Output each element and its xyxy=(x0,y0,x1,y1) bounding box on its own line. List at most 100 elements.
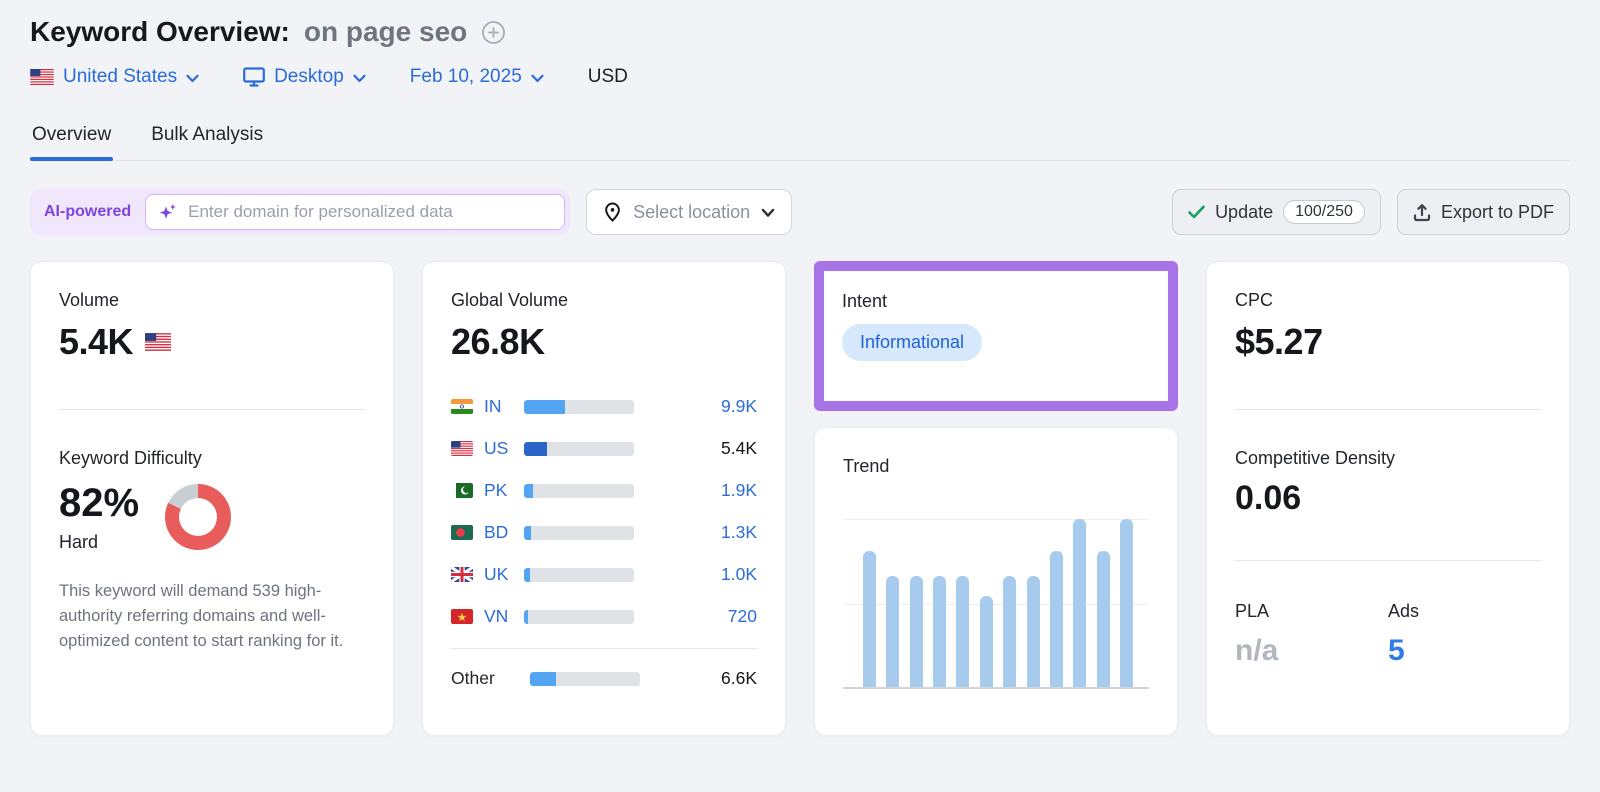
vn-flag-icon xyxy=(451,609,473,624)
country-row-uk: UK 1.0K xyxy=(451,561,757,588)
intent-badge[interactable]: Informational xyxy=(842,324,983,361)
add-keyword-icon[interactable] xyxy=(481,20,506,45)
chevron-down-icon xyxy=(531,74,544,83)
competitive-density-value: 0.06 xyxy=(1235,479,1302,517)
sparkles-icon xyxy=(158,202,178,222)
toolbar: AI-powered Select location xyxy=(30,189,1570,235)
ads-block: Ads 5 xyxy=(1388,601,1541,668)
tab-bulk-analysis[interactable]: Bulk Analysis xyxy=(151,124,264,145)
country-row-in: IN 9.9K xyxy=(451,393,757,420)
chevron-down-icon xyxy=(761,208,775,218)
volume-bar xyxy=(530,671,557,686)
update-button[interactable]: Update 100/250 xyxy=(1172,189,1381,235)
country-code-link[interactable]: BD xyxy=(484,522,509,542)
country-row-bd: BD 1.3K xyxy=(451,519,757,546)
check-icon xyxy=(1188,205,1205,219)
other-volume-value: 6.6K xyxy=(721,668,757,688)
trend-bar xyxy=(1003,576,1017,687)
country-volume-value[interactable]: 9.9K xyxy=(721,396,757,416)
device-selector[interactable]: Desktop xyxy=(243,66,366,88)
chevron-down-icon xyxy=(353,74,366,83)
us-flag-icon xyxy=(451,441,473,456)
country-row-us: US 5.4K xyxy=(451,435,757,462)
trend-card: Trend xyxy=(814,427,1178,736)
select-location-dropdown[interactable]: Select location xyxy=(586,189,793,235)
ai-powered-group: AI-powered xyxy=(30,189,571,235)
export-icon xyxy=(1413,203,1431,222)
tab-bar: Overview Bulk Analysis xyxy=(30,114,1570,161)
volume-bar xyxy=(524,609,529,624)
country-volume-value[interactable]: 1.9K xyxy=(721,480,757,500)
us-flag-icon xyxy=(30,69,54,85)
chevron-down-icon xyxy=(186,74,199,83)
global-volume-title: Global Volume xyxy=(451,290,569,310)
keyword-difficulty-description: This keyword will demand 539 high-author… xyxy=(59,582,344,651)
country-volume-value[interactable]: 720 xyxy=(727,606,757,626)
intent-highlight-border: Intent Informational xyxy=(814,261,1178,411)
country-volume-value[interactable]: 1.0K xyxy=(721,564,757,584)
difficulty-donut-chart xyxy=(165,484,232,550)
location-pin-icon xyxy=(603,202,622,222)
trend-bar xyxy=(863,550,876,687)
pla-title: PLA xyxy=(1235,601,1270,621)
country-code-link[interactable]: US xyxy=(484,438,509,458)
export-pdf-button[interactable]: Export to PDF xyxy=(1396,189,1570,235)
pk-flag-icon xyxy=(451,483,473,498)
country-volume-list: IN 9.9K US 5.4K PK xyxy=(451,393,757,692)
volume-bar xyxy=(524,525,531,540)
country-volume-value[interactable]: 1.3K xyxy=(721,522,757,542)
update-button-label: Update xyxy=(1215,201,1274,222)
in-flag-icon xyxy=(451,399,473,414)
volume-title: Volume xyxy=(59,290,120,310)
country-code-link[interactable]: PK xyxy=(484,480,508,500)
ads-title: Ads xyxy=(1388,601,1420,621)
intent-title: Intent xyxy=(842,291,888,311)
chart-baseline xyxy=(843,687,1149,689)
divider xyxy=(451,648,757,649)
trend-bar xyxy=(1073,519,1087,687)
currency-label: USD xyxy=(587,66,628,87)
country-code-link[interactable]: IN xyxy=(484,396,502,416)
divider xyxy=(1235,409,1541,410)
country-row-vn: VN 720 xyxy=(451,603,757,630)
divider xyxy=(1235,560,1541,561)
gridline xyxy=(843,519,1149,520)
divider xyxy=(59,409,365,410)
other-volume-row: Other 6.6K xyxy=(451,665,757,692)
tab-overview[interactable]: Overview xyxy=(30,114,114,161)
trend-bar xyxy=(933,576,947,687)
trend-bar xyxy=(956,576,970,687)
volume-bar xyxy=(524,483,533,498)
domain-input[interactable] xyxy=(188,202,553,222)
uk-flag-icon xyxy=(451,567,473,582)
export-pdf-label: Export to PDF xyxy=(1440,201,1554,222)
country-selector[interactable]: United States xyxy=(30,66,199,88)
trend-bar xyxy=(1119,519,1133,687)
volume-bar xyxy=(524,399,565,414)
page-keyword: on page seo xyxy=(303,16,468,47)
cpc-value: $5.27 xyxy=(1235,321,1323,362)
us-flag-icon xyxy=(145,333,172,351)
device-selector-label: Desktop xyxy=(274,66,344,87)
filter-row: United States Desktop Feb 10, 2025 USD xyxy=(30,66,1570,88)
keyword-difficulty-value: 82% xyxy=(59,481,140,525)
date-selector[interactable]: Feb 10, 2025 xyxy=(410,66,544,88)
trend-bar xyxy=(1096,550,1110,687)
country-code-link[interactable]: VN xyxy=(484,606,509,626)
volume-bar xyxy=(524,441,548,456)
other-label: Other xyxy=(451,668,495,688)
volume-value: 5.4K xyxy=(59,321,134,362)
keyword-difficulty-level: Hard xyxy=(59,532,99,552)
trend-bar xyxy=(1026,576,1040,687)
country-code-link[interactable]: UK xyxy=(484,564,509,584)
trend-bar-chart xyxy=(843,519,1149,689)
metrics-grid: Volume 5.4K Keyword Difficulty 82% Hard … xyxy=(30,261,1570,736)
date-selector-label: Feb 10, 2025 xyxy=(409,66,522,87)
country-volume-value: 5.4K xyxy=(721,438,757,458)
ai-powered-badge: AI-powered xyxy=(44,203,132,220)
trend-bar xyxy=(1049,550,1063,687)
keyword-difficulty-title: Keyword Difficulty xyxy=(59,448,202,468)
keyword-overview-page: Keyword Overview: on page seo United Sta… xyxy=(0,16,1600,736)
intent-card: Intent Informational xyxy=(824,271,1168,401)
trend-title: Trend xyxy=(843,456,890,476)
